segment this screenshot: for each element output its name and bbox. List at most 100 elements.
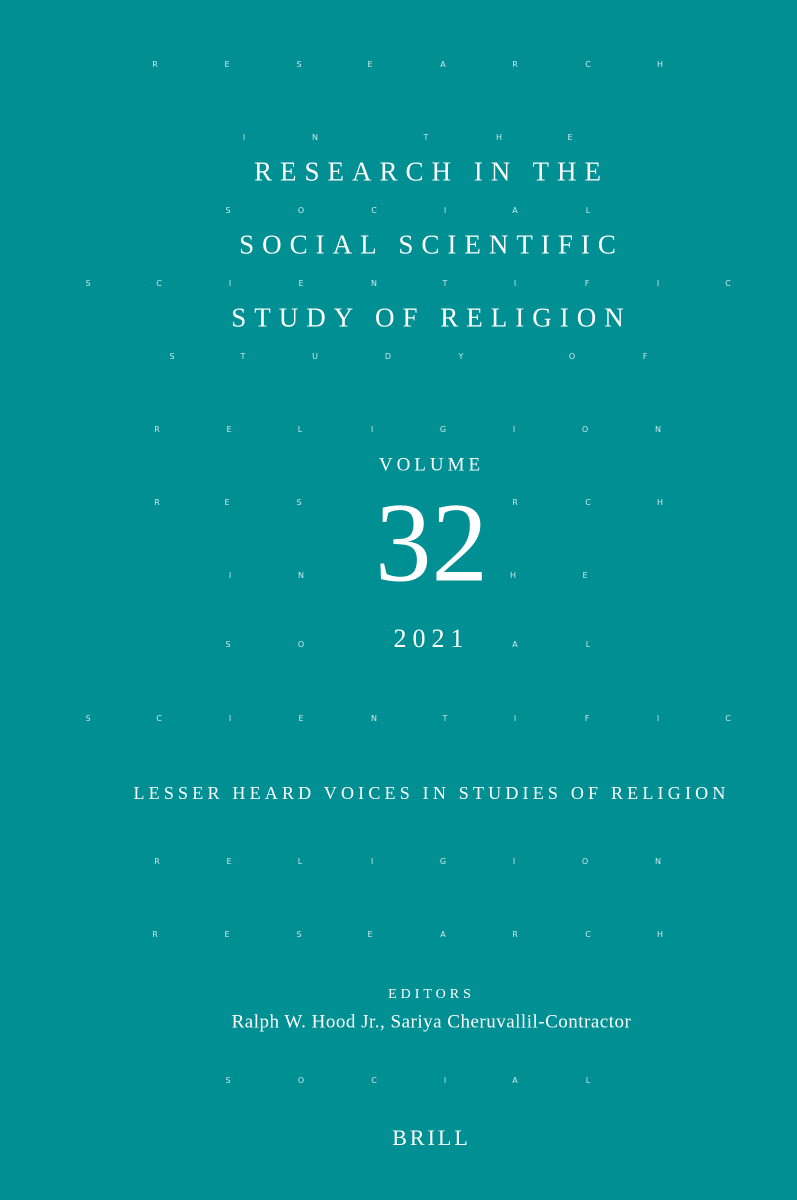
volume-number: 32 — [375, 480, 488, 606]
pattern-letter: E — [298, 279, 304, 288]
pattern-letter: E — [582, 571, 588, 580]
pattern-letter: C — [371, 1076, 377, 1085]
title-line-3: STUDY OF RELIGION — [231, 302, 632, 333]
pattern-letter: N — [371, 714, 377, 723]
title-line-2: SOCIAL SCIENTIFIC — [239, 229, 624, 260]
pattern-letter: O — [568, 352, 576, 361]
pattern-letter: A — [512, 1076, 518, 1085]
pattern-letter: I — [370, 425, 374, 434]
title-line-1: RESEARCH IN THE — [253, 156, 609, 187]
pattern-letter: S — [225, 1076, 231, 1085]
pattern-letter: N — [298, 571, 304, 580]
pattern-letter: H — [509, 571, 517, 580]
pattern-letter: S — [85, 279, 91, 288]
pattern-letter: R — [512, 930, 518, 939]
pattern-letter: T — [240, 352, 246, 361]
pattern-letter: I — [513, 279, 517, 288]
pattern-letter: O — [581, 425, 589, 434]
editors-names: Ralph W. Hood Jr., Sariya Cheruvallil-Co… — [231, 1011, 632, 1033]
pattern-letter: L — [297, 857, 303, 866]
pattern-letter: S — [296, 498, 302, 507]
pattern-letter: I — [656, 279, 660, 288]
pattern-letter: G — [439, 857, 447, 866]
pattern-letter: C — [585, 498, 591, 507]
pattern-letter: E — [224, 930, 230, 939]
pattern-letter: S — [296, 60, 302, 69]
pattern-letter: E — [226, 857, 232, 866]
pattern-letter: T — [423, 133, 429, 142]
pattern-letter: I — [513, 714, 517, 723]
pattern-letter: D — [384, 352, 392, 361]
pattern-letter: C — [585, 930, 591, 939]
pattern-letter: C — [156, 279, 162, 288]
pattern-letter: C — [725, 279, 731, 288]
pattern-letter: N — [655, 857, 661, 866]
pattern-letter: F — [584, 279, 590, 288]
pattern-letter: F — [584, 714, 590, 723]
pattern-letter: R — [152, 930, 158, 939]
pattern-letter: H — [656, 498, 664, 507]
pattern-letter: S — [225, 206, 231, 215]
pattern-letter: S — [296, 930, 302, 939]
pattern-letter: O — [297, 640, 305, 649]
pattern-letter: L — [585, 1076, 591, 1085]
pattern-letter: H — [656, 930, 664, 939]
pattern-letter: C — [585, 60, 591, 69]
pattern-letter: C — [371, 206, 377, 215]
pattern-letter: A — [512, 640, 518, 649]
pattern-letter: A — [440, 930, 446, 939]
pattern-letter: E — [224, 498, 230, 507]
pattern-letter: E — [224, 60, 230, 69]
pattern-letter: N — [312, 133, 318, 142]
publisher-name: BRILL — [392, 1125, 471, 1150]
pattern-letter: I — [228, 714, 232, 723]
pattern-letter: A — [512, 206, 518, 215]
pattern-letter: S — [225, 640, 231, 649]
pattern-letter: T — [442, 714, 448, 723]
pattern-letter: O — [297, 206, 305, 215]
pattern-letter: L — [297, 425, 303, 434]
pattern-letter: T — [442, 279, 448, 288]
pattern-letter: R — [154, 498, 160, 507]
pattern-letter: E — [367, 930, 373, 939]
pattern-letter: I — [242, 133, 246, 142]
pattern-letter: R — [512, 498, 518, 507]
pattern-letter: N — [371, 279, 377, 288]
pattern-letter: R — [154, 857, 160, 866]
pattern-letter: G — [439, 425, 447, 434]
year: 2021 — [393, 624, 470, 653]
pattern-letter: H — [656, 60, 664, 69]
pattern-letter: R — [154, 425, 160, 434]
pattern-letter: L — [585, 206, 591, 215]
pattern-letter: I — [512, 857, 516, 866]
pattern-letter: E — [226, 425, 232, 434]
pattern-letter: H — [495, 133, 503, 142]
pattern-letter: U — [312, 352, 318, 361]
pattern-letter: R — [152, 60, 158, 69]
pattern-letter: C — [725, 714, 731, 723]
pattern-letter: I — [228, 279, 232, 288]
pattern-letter: I — [228, 571, 232, 580]
pattern-letter: L — [585, 640, 591, 649]
pattern-letter: I — [656, 714, 660, 723]
pattern-letter: N — [655, 425, 661, 434]
pattern-letter: I — [512, 425, 516, 434]
pattern-letter: O — [297, 1076, 305, 1085]
pattern-letter: S — [85, 714, 91, 723]
pattern-letter: I — [370, 857, 374, 866]
editors-label: EDITORS — [388, 987, 475, 1002]
pattern-letter: O — [581, 857, 589, 866]
pattern-letter: E — [298, 714, 304, 723]
pattern-letter: C — [156, 714, 162, 723]
pattern-letter: Y — [458, 352, 464, 361]
pattern-letter: E — [567, 133, 573, 142]
pattern-letter: R — [512, 60, 518, 69]
pattern-letter: I — [443, 1076, 447, 1085]
pattern-letter: S — [169, 352, 175, 361]
pattern-letter: E — [367, 60, 373, 69]
pattern-letter: A — [440, 60, 446, 69]
subtitle: LESSER HEARD VOICES IN STUDIES OF RELIGI… — [133, 783, 730, 803]
volume-label: VOLUME — [378, 454, 485, 476]
pattern-letter: F — [642, 352, 648, 361]
